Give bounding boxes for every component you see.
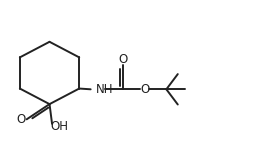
Text: O: O — [17, 113, 26, 126]
Text: NH: NH — [96, 83, 113, 96]
Text: O: O — [140, 83, 149, 96]
Text: O: O — [119, 53, 128, 66]
Text: OH: OH — [50, 120, 68, 133]
